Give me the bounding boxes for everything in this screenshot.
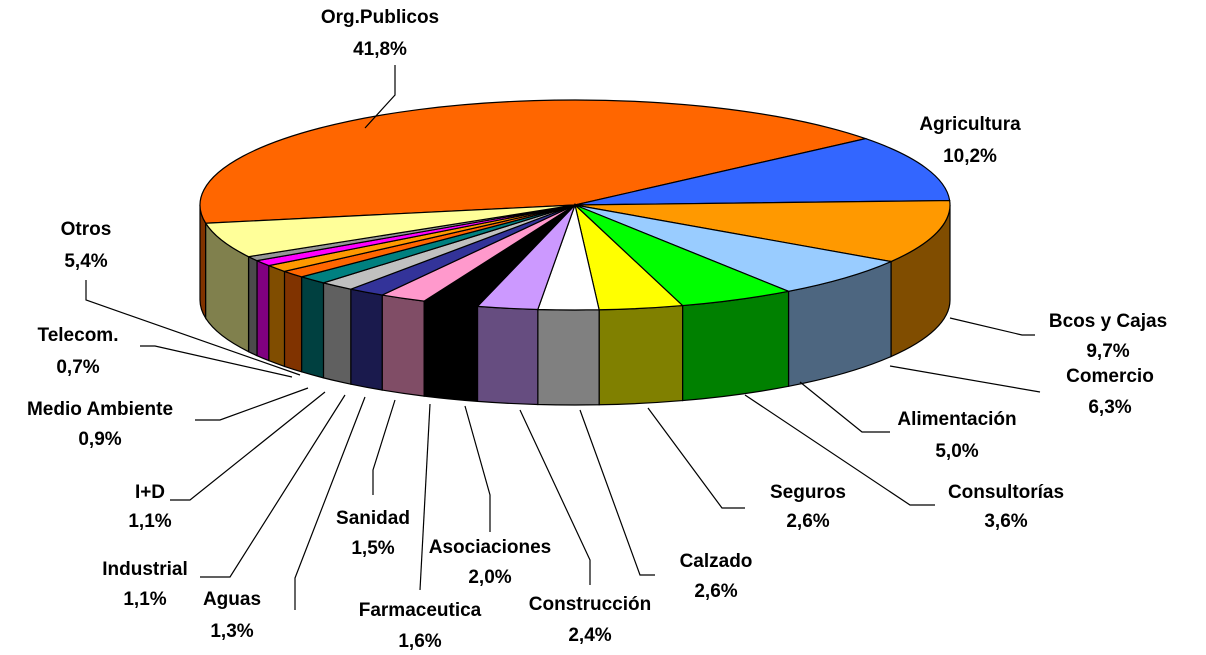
value-label: 41,8% [353,39,407,60]
slice-side [537,308,600,406]
leader-line [647,407,745,509]
value-label: 5,4% [64,251,107,272]
slice-side [681,290,790,402]
slice-label: Comercio [1066,366,1154,387]
slice [199,99,868,224]
slice [204,204,576,258]
slice [574,199,951,263]
value-label: 6,3% [1088,397,1131,418]
leader-line [140,345,293,378]
leader-line [744,394,935,506]
slice-side [268,264,286,368]
value-label: 2,4% [568,625,611,646]
slice-label: I+D [135,482,165,503]
leader-line [372,399,396,495]
slice-label: Agricultura [919,114,1021,135]
leader-line [889,365,1041,393]
leader-line [364,65,396,129]
slice-side [598,304,684,406]
leader-line [200,394,346,578]
slice-side [256,259,270,362]
value-label: 2,6% [694,581,737,602]
leader-line [85,280,301,376]
value-label: 10,2% [943,146,997,167]
value-label: 1,1% [123,589,166,610]
slice-label: Sanidad [336,508,410,529]
leader-line [170,391,326,501]
value-label: 0,7% [56,357,99,378]
leader-line [195,387,309,421]
leader-line [519,409,591,585]
value-label: 3,6% [984,511,1027,532]
slice [574,204,894,292]
value-label: 0,9% [78,429,121,450]
slice-side [350,288,383,391]
leader-line [419,403,431,591]
slice-side [423,300,479,403]
slice-label: Telecom. [38,325,119,346]
leader-line [799,381,890,433]
value-label: 2,0% [468,567,511,588]
value-label: 1,1% [128,511,171,532]
value-label: 1,6% [398,631,441,652]
slice [574,137,951,206]
slice-side [247,255,258,357]
slice-side [283,270,303,373]
leader-line [464,405,491,532]
slice-label: Aguas [203,589,261,610]
value-label: 9,7% [1086,341,1129,362]
value-label: 1,3% [210,621,253,642]
slice-side [300,276,325,379]
slice-label: Otros [61,219,112,240]
slice-label: Bcos y Cajas [1049,311,1167,332]
leader-line [579,409,655,576]
slice-label: Industrial [102,559,188,580]
slice-side [322,282,352,385]
slice-label: Consultorías [948,482,1064,503]
slice-side [476,305,539,406]
slice-side [381,294,425,397]
slice-label: Org.Publicos [321,7,439,28]
value-label: 1,5% [351,538,394,559]
slice-label: Asociaciones [429,537,552,558]
leader-line [294,396,366,610]
slice-label: Farmaceutica [359,600,482,621]
slice-label: Alimentación [897,409,1016,430]
slice-label: Construcción [529,594,651,615]
leader-line [949,317,1035,336]
value-label: 2,6% [786,511,829,532]
slice-label: Calzado [680,551,753,572]
slice-label: Medio Ambiente [27,399,173,420]
slice-label: Seguros [770,482,846,503]
value-label: 5,0% [935,441,978,462]
